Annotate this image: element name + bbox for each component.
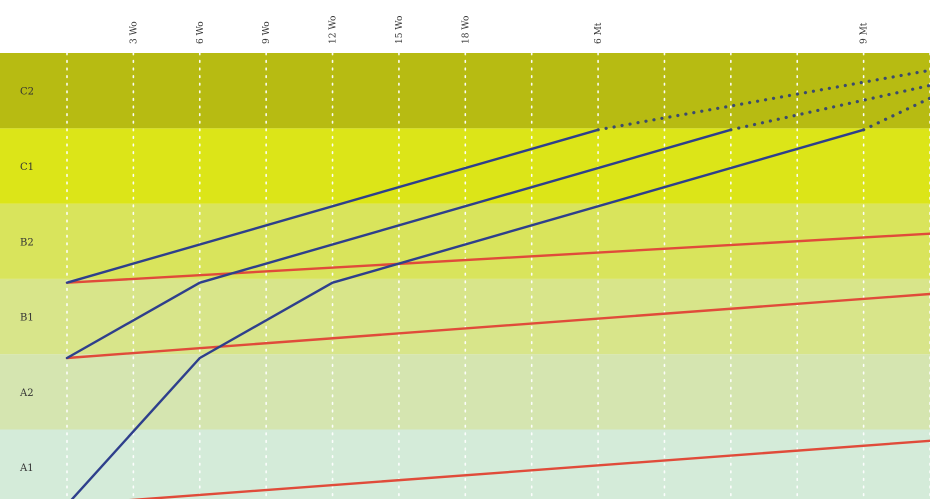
x-tick-label: 15 Wo (395, 16, 405, 44)
level-band-c1 (0, 128, 930, 204)
x-tick-label: 9 Wo (262, 21, 272, 44)
progress-line-0 (128, 439, 930, 499)
progress-line-5 (65, 128, 600, 284)
level-label-a2: A2 (19, 388, 34, 399)
x-tick-label: 18 Wo (461, 16, 471, 44)
progress-line-1 (65, 292, 930, 360)
projection-line-6 (596, 68, 930, 132)
progress-line-3 (70, 128, 865, 499)
x-tick-label: 6 Wo (196, 21, 206, 44)
progress-line-4 (65, 128, 732, 360)
level-bands (0, 53, 930, 499)
series-lines (65, 68, 930, 499)
progress-line-2 (65, 232, 930, 284)
level-label-c2: C2 (20, 87, 34, 98)
x-tick-label: 6 Mt (594, 22, 604, 44)
level-label-c1: C1 (20, 162, 34, 173)
level-label-b1: B1 (20, 313, 34, 324)
x-tick-label: 3 Wo (129, 21, 139, 44)
x-tick-label: 9 Mt (860, 22, 870, 44)
level-labels: A1 A2 B1 B2 C1 C2 (19, 87, 34, 474)
level-label-b2: B2 (20, 237, 34, 248)
x-tick-labels: 3 Wo 6 Wo 9 Wo 12 Wo 15 Wo 18 Wo 6 Mt 9 Mt (129, 16, 869, 44)
level-label-a1: A1 (19, 463, 34, 474)
grid-lines (66, 52, 930, 499)
projection-line-7 (729, 83, 930, 132)
x-tick-label: 12 Wo (329, 16, 339, 44)
